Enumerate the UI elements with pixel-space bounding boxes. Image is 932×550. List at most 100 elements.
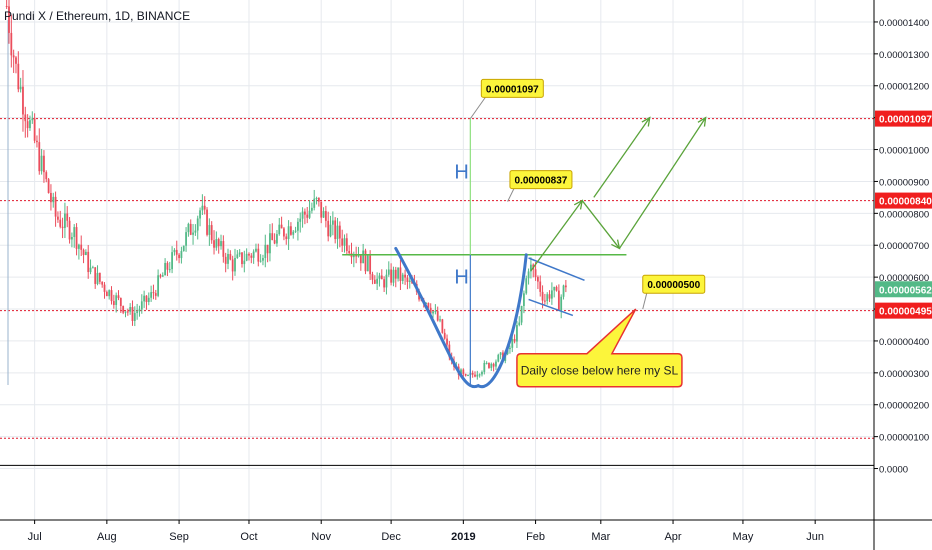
candle-body bbox=[478, 374, 481, 376]
level-price-tag-text: 0.00000840 bbox=[879, 197, 932, 208]
candle-body bbox=[164, 262, 166, 276]
candle-body bbox=[553, 286, 556, 291]
candle-body bbox=[317, 197, 320, 202]
candle-body bbox=[474, 374, 476, 377]
candle-body bbox=[171, 252, 173, 270]
candle-body bbox=[371, 274, 374, 280]
candle-body bbox=[464, 374, 467, 376]
candle-body bbox=[383, 279, 386, 288]
y-tick-label: 0.00000300 bbox=[879, 369, 929, 380]
candle-body bbox=[427, 302, 430, 308]
candle-body bbox=[278, 224, 281, 235]
candle-body bbox=[345, 238, 348, 251]
candle-body bbox=[448, 344, 451, 358]
candle-body bbox=[338, 225, 341, 239]
candle-body bbox=[385, 274, 388, 288]
candle-body bbox=[266, 244, 269, 254]
candle-body bbox=[57, 216, 59, 220]
x-tick-label: May bbox=[733, 531, 754, 543]
candle-body bbox=[154, 293, 157, 296]
candle-body bbox=[40, 155, 43, 172]
candle-body bbox=[10, 32, 13, 56]
candle-body bbox=[299, 218, 302, 222]
candle-body bbox=[210, 225, 213, 241]
candle-body bbox=[173, 249, 176, 253]
candle-body bbox=[320, 201, 323, 218]
candle-body bbox=[290, 226, 292, 235]
candle-body bbox=[543, 300, 546, 302]
callout-sl-pointer bbox=[642, 293, 648, 310]
candle-body bbox=[269, 233, 271, 254]
candle-body bbox=[189, 223, 192, 235]
candle-body bbox=[89, 267, 92, 273]
candle-body bbox=[75, 227, 78, 249]
candle-body bbox=[301, 211, 304, 219]
measure-label-upper: H bbox=[454, 161, 468, 183]
candle-body bbox=[380, 275, 383, 280]
candle-body bbox=[45, 172, 48, 180]
candle-body bbox=[471, 372, 474, 375]
candle-body bbox=[36, 140, 38, 143]
candle-body bbox=[166, 262, 169, 270]
candle-body bbox=[201, 205, 204, 211]
candle-body bbox=[376, 278, 379, 284]
candle-body bbox=[224, 256, 227, 264]
x-tick-label: Apr bbox=[664, 531, 681, 543]
candle-body bbox=[73, 227, 76, 237]
candle-body bbox=[392, 269, 395, 283]
callout-target-pointer bbox=[469, 97, 486, 119]
y-tick-label: 0.00000100 bbox=[879, 433, 929, 444]
x-tick-label: Nov bbox=[311, 531, 331, 543]
x-tick-label: Sep bbox=[169, 531, 189, 543]
candle-body bbox=[180, 251, 183, 259]
candle-body bbox=[19, 86, 22, 90]
candle-body bbox=[481, 371, 483, 375]
candle-body bbox=[43, 155, 45, 173]
candle-body bbox=[357, 255, 360, 257]
candle-body bbox=[485, 362, 488, 364]
candle-body bbox=[271, 233, 274, 241]
level-price-tag-text: 0.00001097 bbox=[879, 115, 932, 126]
candlestick-series bbox=[5, 0, 567, 380]
candle-body bbox=[250, 255, 253, 258]
candle-body bbox=[539, 281, 542, 292]
candle-body bbox=[5, 6, 8, 7]
candle-body bbox=[541, 291, 544, 301]
candle-body bbox=[115, 295, 118, 305]
candle-body bbox=[525, 278, 528, 294]
candle-body bbox=[182, 245, 185, 252]
candle-body bbox=[252, 251, 255, 258]
candle-body bbox=[308, 210, 311, 218]
y-tick-label: 0.00000800 bbox=[879, 209, 929, 220]
candle-body bbox=[126, 311, 129, 313]
level-price-tag-bg bbox=[875, 302, 932, 319]
candle-body bbox=[98, 272, 101, 282]
candle-body bbox=[87, 251, 90, 273]
candle-body bbox=[175, 249, 178, 255]
candle-body bbox=[527, 271, 530, 279]
candle-body bbox=[213, 240, 215, 248]
candle-body bbox=[203, 205, 206, 210]
candle-body bbox=[217, 239, 220, 247]
projection-arrow-up-3-head bbox=[697, 116, 707, 127]
candle-body bbox=[91, 267, 94, 269]
y-tick-label: 0.00000700 bbox=[879, 241, 929, 252]
projection-arrow-up-1 bbox=[530, 200, 583, 272]
chart-grid bbox=[0, 0, 874, 520]
candle-body bbox=[520, 305, 523, 323]
candle-body bbox=[304, 211, 306, 215]
candle-body bbox=[22, 86, 24, 115]
candle-body bbox=[133, 313, 136, 321]
drawing-tools: H H 0.00001097 0.00000837 0.00000500 Daily cl… bbox=[342, 78, 707, 389]
candle-body bbox=[341, 238, 344, 246]
candle-body bbox=[96, 272, 99, 284]
candle-body bbox=[397, 267, 399, 279]
candle-body bbox=[490, 363, 493, 368]
callout-mid-text: 0.00000837 bbox=[515, 176, 568, 187]
candle-body bbox=[399, 267, 402, 281]
candle-body bbox=[476, 374, 479, 377]
level-price-tag-bg bbox=[875, 192, 932, 209]
candle-body bbox=[185, 232, 187, 246]
